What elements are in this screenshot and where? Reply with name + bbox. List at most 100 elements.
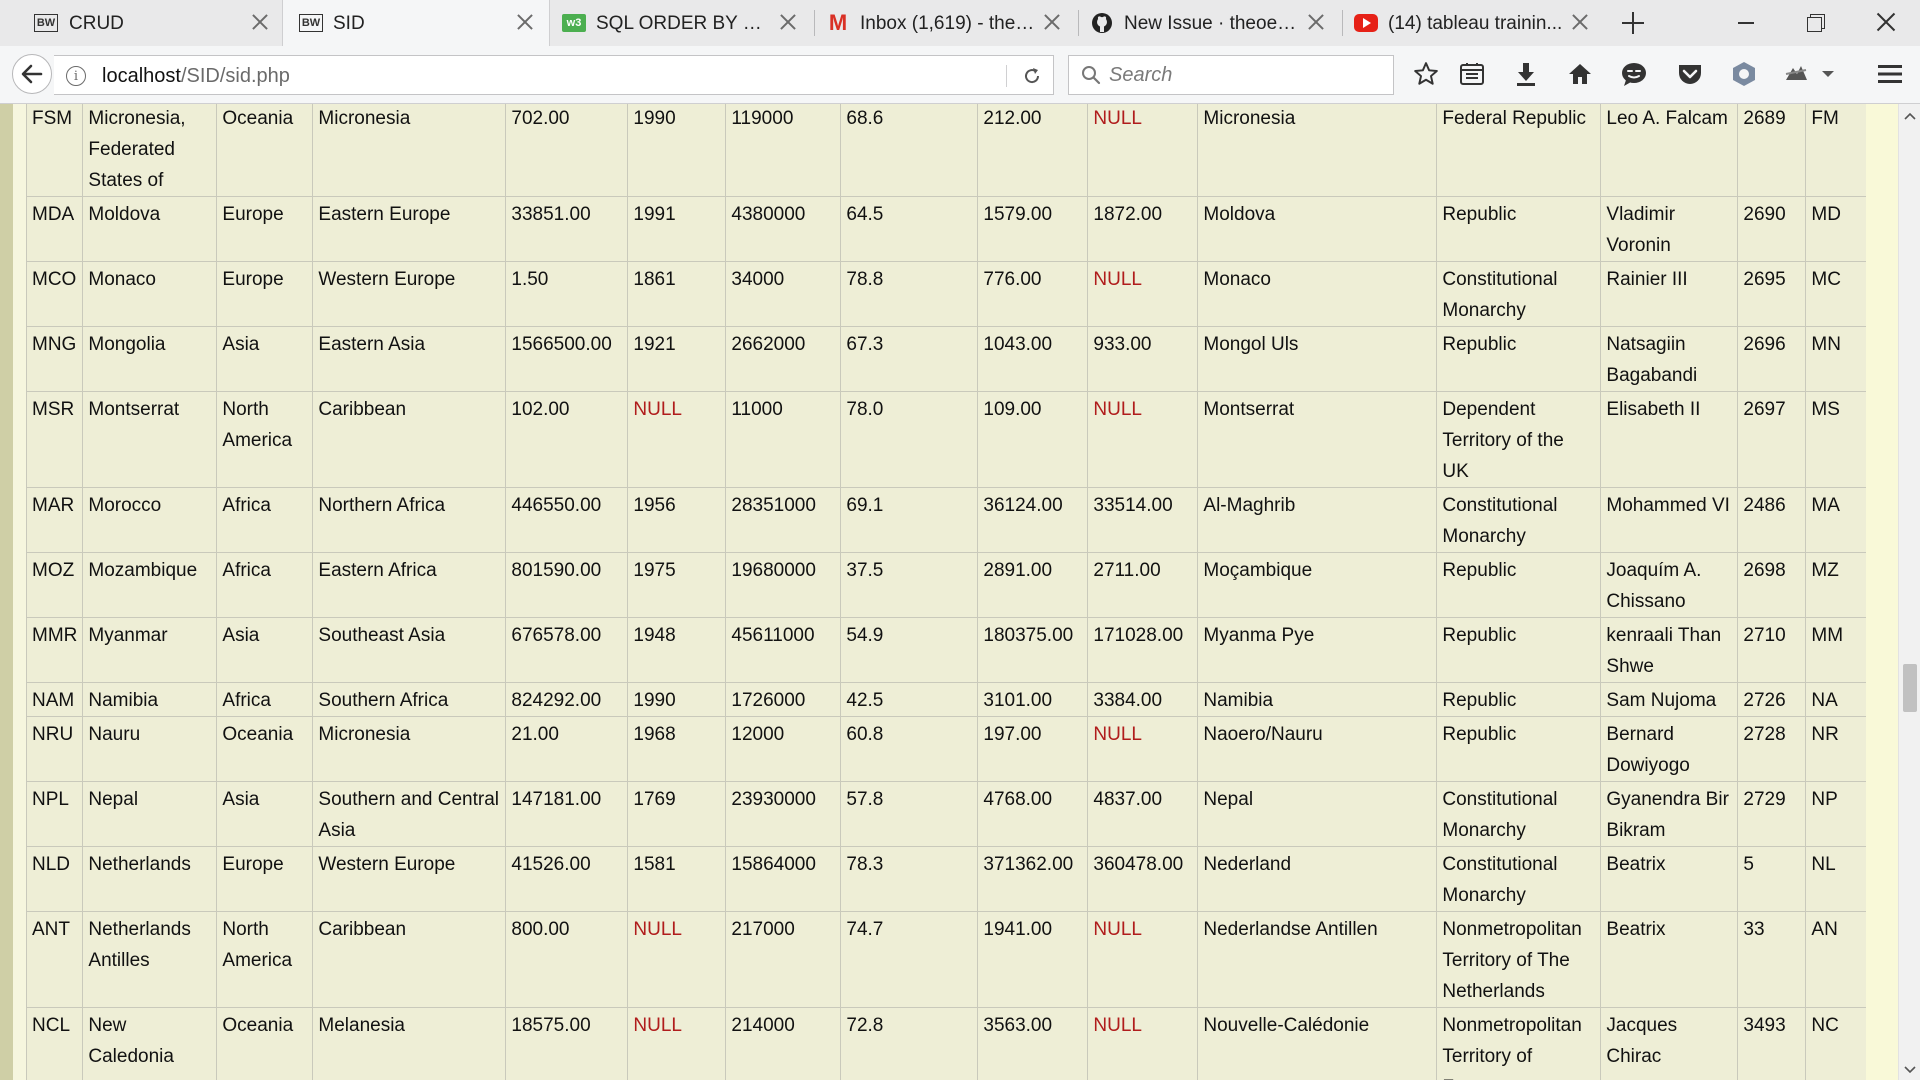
table-cell: 68.6	[840, 104, 979, 197]
table-cell: Republic	[1436, 682, 1602, 717]
extension-icon[interactable]	[1726, 56, 1762, 92]
table-cell: Western Europe	[312, 261, 507, 327]
table-cell: 57.8	[840, 781, 979, 847]
table-cell: Naoero/Nauru	[1197, 716, 1438, 782]
menu-icon[interactable]	[1872, 56, 1908, 92]
table-cell: Montserrat	[82, 391, 218, 488]
table-cell: Rainier III	[1600, 261, 1739, 327]
table-cell: 212.00	[977, 104, 1089, 197]
close-tab-icon[interactable]	[1306, 12, 1326, 32]
close-tab-icon[interactable]	[778, 12, 798, 32]
restore-icon[interactable]	[1794, 6, 1838, 40]
url-text[interactable]: localhost/SID/sid.php	[102, 65, 290, 88]
table-cell: 119000	[725, 104, 842, 197]
table-cell: 2689	[1737, 104, 1807, 197]
table-cell: 1956	[627, 487, 727, 553]
table-cell: NA	[1805, 682, 1870, 717]
table-cell: AN	[1805, 911, 1870, 1008]
new-tab-icon[interactable]	[1618, 8, 1648, 38]
table-cell: 197.00	[977, 716, 1089, 782]
table-cell: 60.8	[840, 716, 979, 782]
table-cell: 1991	[627, 196, 727, 262]
tab-sid[interactable]: BW SID	[282, 0, 550, 46]
table-cell: 2710	[1737, 617, 1807, 683]
table-cell: 34000	[725, 261, 842, 327]
close-tab-icon[interactable]	[250, 12, 270, 32]
table-cell: 1990	[627, 682, 727, 717]
table-cell: Netherlands Antilles	[82, 911, 218, 1008]
table-cell: 33851.00	[505, 196, 629, 262]
url-path: /SID/sid.php	[180, 65, 290, 87]
table-cell: Nepal	[1197, 781, 1438, 847]
youtube-icon	[1354, 14, 1378, 32]
table-cell: 180375.00	[977, 617, 1089, 683]
table-row: ANT Netherlands Antilles North America Cari…	[25, 911, 1870, 1008]
table-row: MAR Morocco Africa Northern Africa 446550.00…	[25, 487, 1870, 553]
bookmark-star-icon[interactable]	[1408, 56, 1444, 92]
home-icon[interactable]	[1562, 56, 1598, 92]
table-cell: 67.3	[840, 326, 979, 392]
table-cell: MS	[1805, 391, 1870, 488]
table-cell: MA	[1805, 487, 1870, 553]
tab-github-new-issue[interactable]: New Issue · theoeg...	[1080, 0, 1342, 46]
vertical-scrollbar[interactable]	[1898, 104, 1920, 1080]
back-icon[interactable]	[12, 54, 52, 94]
table-cell: 2698	[1737, 552, 1807, 618]
table-cell: Beatrix	[1600, 846, 1739, 912]
download-icon[interactable]	[1508, 56, 1544, 92]
table-row: MOZ Mozambique Africa Eastern Africa 801590.…	[25, 552, 1870, 618]
table-cell: Monaco	[1197, 261, 1438, 327]
reload-icon[interactable]	[1018, 62, 1046, 90]
minimize-icon[interactable]	[1724, 6, 1768, 40]
table-cell: 15864000	[725, 846, 842, 912]
table-cell: 45611000	[725, 617, 842, 683]
chevron-down-icon[interactable]	[1816, 56, 1840, 92]
scroll-up-icon[interactable]	[1904, 110, 1916, 122]
library-icon[interactable]	[1454, 56, 1490, 92]
chat-icon[interactable]	[1616, 56, 1652, 92]
table-cell: NLD	[25, 846, 84, 912]
close-tab-icon[interactable]	[1042, 12, 1062, 32]
info-icon[interactable]: i	[66, 66, 86, 86]
table-cell: 69.1	[840, 487, 979, 553]
table-cell: 360478.00	[1087, 846, 1199, 912]
table-cell: Nepal	[82, 781, 218, 847]
tab-title: Inbox (1,619) - theo...	[860, 13, 1036, 34]
search-bar[interactable]	[1068, 55, 1394, 95]
table-cell: NULL	[1087, 716, 1199, 782]
tab-title: SID	[333, 13, 365, 34]
table-cell: Nederland	[1197, 846, 1438, 912]
table-cell: Republic	[1436, 716, 1602, 782]
table-cell: 2728	[1737, 716, 1807, 782]
tab-crud[interactable]: BW CRUD	[0, 0, 280, 46]
page-content: FSM Micronesia, Federated States of Oceani…	[0, 104, 1920, 1080]
table-body: FSM Micronesia, Federated States of Oceani…	[25, 104, 1870, 1080]
table-cell: 1968	[627, 716, 727, 782]
table-cell: NULL	[1087, 911, 1199, 1008]
scroll-down-icon[interactable]	[1904, 1062, 1916, 1074]
table-row: NRU Nauru Oceania Micronesia 21.00 1968 12000 6…	[25, 716, 1870, 782]
tab-title: New Issue · theoeg...	[1124, 13, 1300, 34]
pocket-icon[interactable]	[1672, 56, 1708, 92]
addon-icon[interactable]	[1778, 56, 1814, 92]
scrollbar-thumb[interactable]	[1903, 664, 1917, 712]
right-margin	[1866, 104, 1898, 1080]
close-tab-icon[interactable]	[1570, 12, 1590, 32]
url-bar[interactable]: i localhost/SID/sid.php	[54, 55, 1054, 95]
table-cell: NPL	[25, 781, 84, 847]
table-cell: 1921	[627, 326, 727, 392]
table-cell: Micronesia	[312, 716, 507, 782]
search-icon	[1081, 65, 1101, 90]
table-cell: MOZ	[25, 552, 84, 618]
search-input[interactable]	[1109, 62, 1379, 88]
tab-sql-order-by[interactable]: w3 SQL ORDER BY Key...	[552, 0, 814, 46]
tab-gmail-inbox[interactable]: M Inbox (1,619) - theo...	[816, 0, 1078, 46]
bw-favicon-icon: BW	[299, 14, 323, 32]
table-cell: 1579.00	[977, 196, 1089, 262]
close-window-icon[interactable]	[1864, 6, 1908, 40]
tab-separator	[814, 10, 815, 36]
table-cell: FSM	[25, 104, 84, 197]
table-cell: NL	[1805, 846, 1870, 912]
close-tab-icon[interactable]	[515, 12, 535, 32]
tab-youtube[interactable]: (14) tableau trainin...	[1344, 0, 1606, 46]
